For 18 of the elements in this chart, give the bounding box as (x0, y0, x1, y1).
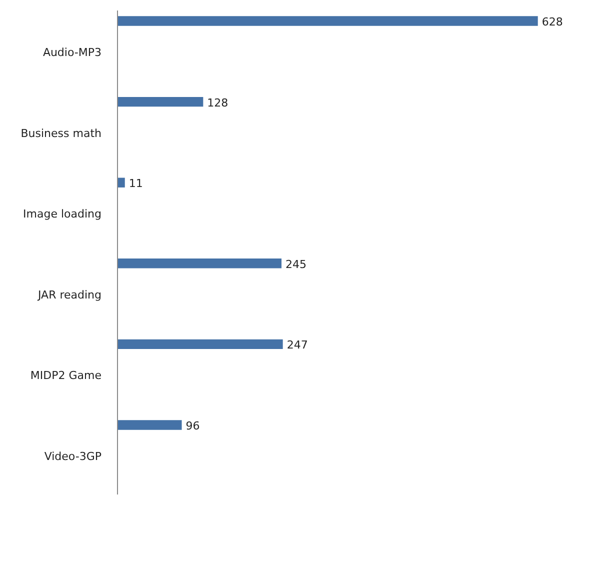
data-label: 245 (285, 258, 306, 271)
y-tick-label: Audio-MP3 (42, 46, 102, 60)
data-label: 96 (186, 420, 200, 433)
y-tick-label: JAR reading (37, 288, 102, 302)
y-tick-label: Video-3GP (44, 450, 102, 464)
y-tick-label: Business math (20, 126, 102, 140)
data-label: 11 (128, 177, 143, 190)
y-tick-label: MIDP2 Game (30, 369, 102, 382)
data-label: 247 (286, 338, 308, 352)
bar (118, 258, 282, 268)
data-label: 628 (542, 16, 563, 29)
y-tick-label: Image loading (23, 208, 102, 221)
bar (118, 96, 204, 107)
bar (118, 339, 283, 350)
bar (118, 16, 538, 26)
bar (118, 420, 182, 430)
data-label: 128 (207, 96, 228, 110)
bar (118, 178, 125, 188)
